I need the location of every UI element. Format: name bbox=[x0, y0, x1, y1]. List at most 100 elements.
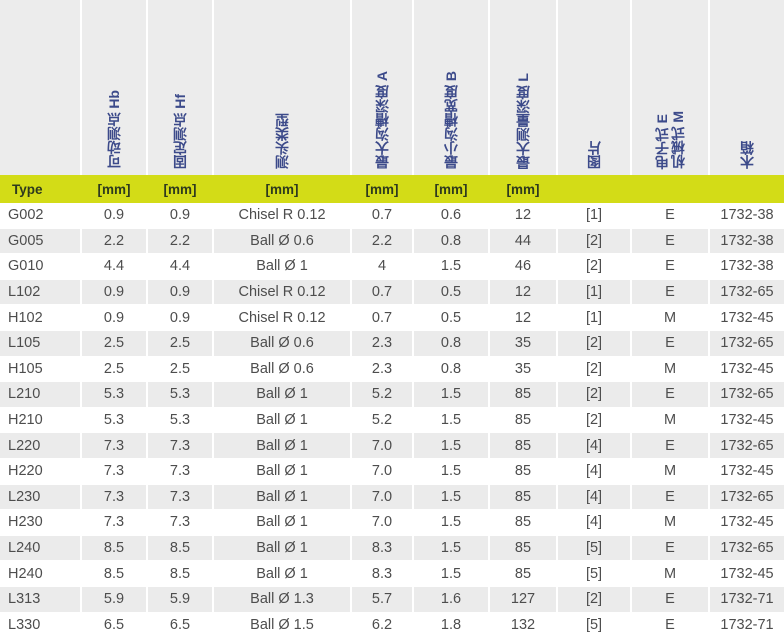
cell-movable-point: 7.3 bbox=[80, 433, 146, 459]
table-row: H105 2.5 2.5 Ball Ø 0.6 2.3 0.8 35 [2] M 1732-45 bbox=[0, 356, 784, 383]
cell-max-groove-depth: 7.0 bbox=[350, 433, 412, 459]
cell-type: L330 bbox=[0, 612, 80, 639]
cell-wooden-box: 1732-38 bbox=[708, 254, 784, 280]
cell-fixed-point: 7.3 bbox=[146, 510, 212, 536]
cell-electronic-mechanical: E bbox=[630, 382, 708, 408]
cell-probe-type: Ball Ø 1 bbox=[212, 254, 350, 280]
cell-type: G005 bbox=[0, 228, 80, 255]
cell-movable-point: 5.9 bbox=[80, 586, 146, 613]
table-row: L240 8.5 8.5 Ball Ø 1 8.3 1.5 85 [5] E 1732-65 bbox=[0, 535, 784, 562]
cell-min-groove-width: 1.5 bbox=[412, 561, 488, 587]
cell-max-groove-depth: 8.3 bbox=[350, 535, 412, 562]
cell-max-groove-depth: 7.0 bbox=[350, 510, 412, 536]
cell-movable-point: 7.3 bbox=[80, 510, 146, 536]
cell-fixed-point: 0.9 bbox=[146, 279, 212, 306]
cell-fixed-point: 7.3 bbox=[146, 433, 212, 459]
cell-max-measure-depth: 85 bbox=[488, 561, 556, 587]
cell-max-measure-depth: 35 bbox=[488, 330, 556, 357]
cell-min-groove-width: 1.5 bbox=[412, 535, 488, 562]
cell-electronic-mechanical: E bbox=[630, 228, 708, 255]
header-label: 最大测量深度 L bbox=[515, 72, 531, 169]
table-row: L210 5.3 5.3 Ball Ø 1 5.2 1.5 85 [2] E 1732-65 bbox=[0, 382, 784, 408]
cell-wooden-box: 1732-65 bbox=[708, 382, 784, 408]
cell-type: L210 bbox=[0, 382, 80, 408]
header-max-groove-depth: 最大沟槽深度 A bbox=[350, 0, 412, 175]
cell-wooden-box: 1732-71 bbox=[708, 586, 784, 613]
cell-fixed-point: 5.9 bbox=[146, 586, 212, 613]
cell-wooden-box: 1732-65 bbox=[708, 484, 784, 511]
cell-fixed-point: 2.2 bbox=[146, 228, 212, 255]
cell-movable-point: 4.4 bbox=[80, 254, 146, 280]
units-cell: [mm] bbox=[412, 175, 488, 203]
cell-electronic-mechanical: E bbox=[630, 203, 708, 229]
cell-max-groove-depth: 6.2 bbox=[350, 612, 412, 639]
cell-max-measure-depth: 12 bbox=[488, 305, 556, 331]
cell-movable-point: 2.5 bbox=[80, 330, 146, 357]
units-cell bbox=[708, 175, 784, 203]
table-row: L313 5.9 5.9 Ball Ø 1.3 5.7 1.6 127 [2] E 1732-71 bbox=[0, 586, 784, 613]
cell-picture: [2] bbox=[556, 356, 630, 383]
cell-electronic-mechanical: E bbox=[630, 535, 708, 562]
cell-type: H240 bbox=[0, 561, 80, 587]
table-row: H102 0.9 0.9 Chisel R 0.12 0.7 0.5 12 [1] M 1732-… bbox=[0, 305, 784, 331]
cell-probe-type: Ball Ø 1 bbox=[212, 484, 350, 511]
header-label: 最大沟槽深度 A bbox=[374, 71, 390, 169]
units-row: Type [mm] [mm] [mm] [mm] [mm] [mm] bbox=[0, 175, 784, 203]
cell-min-groove-width: 1.5 bbox=[412, 433, 488, 459]
cell-type: H230 bbox=[0, 510, 80, 536]
cell-max-measure-depth: 44 bbox=[488, 228, 556, 255]
cell-electronic-mechanical: M bbox=[630, 407, 708, 434]
cell-max-measure-depth: 85 bbox=[488, 535, 556, 562]
cell-min-groove-width: 1.5 bbox=[412, 382, 488, 408]
cell-min-groove-width: 1.5 bbox=[412, 484, 488, 511]
cell-picture: [2] bbox=[556, 407, 630, 434]
cell-max-measure-depth: 46 bbox=[488, 254, 556, 280]
cell-probe-type: Ball Ø 1.3 bbox=[212, 586, 350, 613]
header-picture: 图片 bbox=[556, 0, 630, 175]
units-cell: [mm] bbox=[212, 175, 350, 203]
cell-movable-point: 5.3 bbox=[80, 382, 146, 408]
cell-max-groove-depth: 5.2 bbox=[350, 382, 412, 408]
table-row: L330 6.5 6.5 Ball Ø 1.5 6.2 1.8 132 [5] E 1732-71 bbox=[0, 612, 784, 639]
cell-movable-point: 0.9 bbox=[80, 279, 146, 306]
cell-picture: [5] bbox=[556, 561, 630, 587]
cell-max-measure-depth: 12 bbox=[488, 203, 556, 229]
cell-min-groove-width: 0.8 bbox=[412, 330, 488, 357]
cell-max-groove-depth: 7.0 bbox=[350, 458, 412, 485]
cell-max-groove-depth: 2.3 bbox=[350, 330, 412, 357]
header-label: 测头类型 bbox=[274, 113, 290, 169]
header-min-groove-width: 最小沟槽宽度 B bbox=[412, 0, 488, 175]
cell-electronic-mechanical: E bbox=[630, 279, 708, 306]
cell-type: L240 bbox=[0, 535, 80, 562]
units-cell: [mm] bbox=[488, 175, 556, 203]
cell-electronic-mechanical: M bbox=[630, 510, 708, 536]
cell-max-measure-depth: 35 bbox=[488, 356, 556, 383]
cell-max-measure-depth: 85 bbox=[488, 458, 556, 485]
header-label: 固定测点 Hf bbox=[172, 94, 188, 169]
cell-fixed-point: 0.9 bbox=[146, 305, 212, 331]
cell-picture: [4] bbox=[556, 433, 630, 459]
cell-type: L230 bbox=[0, 484, 80, 511]
cell-max-measure-depth: 85 bbox=[488, 433, 556, 459]
cell-electronic-mechanical: E bbox=[630, 484, 708, 511]
cell-picture: [4] bbox=[556, 510, 630, 536]
header-fixed-point: 固定测点 Hf bbox=[146, 0, 212, 175]
cell-picture: [2] bbox=[556, 228, 630, 255]
header-max-measure-depth: 最大测量深度 L bbox=[488, 0, 556, 175]
table-row: L105 2.5 2.5 Ball Ø 0.6 2.3 0.8 35 [2] E 1732-65 bbox=[0, 330, 784, 357]
cell-electronic-mechanical: M bbox=[630, 458, 708, 485]
cell-max-measure-depth: 132 bbox=[488, 612, 556, 639]
cell-picture: [5] bbox=[556, 612, 630, 639]
cell-type: L313 bbox=[0, 586, 80, 613]
header-label-electronic: 电子式 E bbox=[654, 113, 670, 169]
cell-wooden-box: 1732-65 bbox=[708, 330, 784, 357]
cell-wooden-box: 1732-38 bbox=[708, 203, 784, 229]
cell-max-groove-depth: 0.7 bbox=[350, 305, 412, 331]
cell-min-groove-width: 1.5 bbox=[412, 407, 488, 434]
cell-probe-type: Ball Ø 1 bbox=[212, 561, 350, 587]
cell-fixed-point: 2.5 bbox=[146, 330, 212, 357]
header-movable-point: 可动测点 Hb bbox=[80, 0, 146, 175]
cell-movable-point: 6.5 bbox=[80, 612, 146, 639]
cell-min-groove-width: 0.5 bbox=[412, 279, 488, 306]
cell-min-groove-width: 1.5 bbox=[412, 510, 488, 536]
